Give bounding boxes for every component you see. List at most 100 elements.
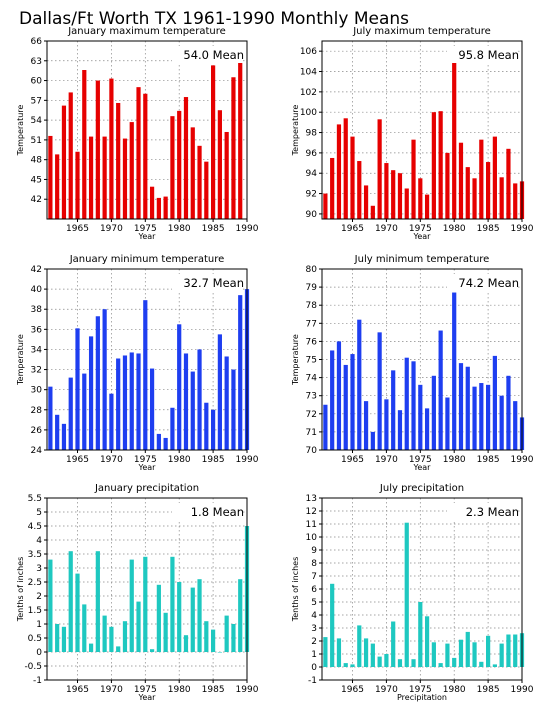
y-tick-label: 11 xyxy=(306,520,317,530)
bar-1970 xyxy=(109,626,114,652)
bar-1974 xyxy=(136,601,141,652)
bar-1977 xyxy=(431,375,436,450)
y-tick-label: 106 xyxy=(300,47,317,57)
bar-1977 xyxy=(431,642,436,667)
y-tick-label: 96 xyxy=(306,149,318,159)
x-tick-label: 1970 xyxy=(375,685,398,695)
x-axis-label: Year xyxy=(413,463,432,472)
bar-1985 xyxy=(211,409,216,450)
bar-1982 xyxy=(465,167,470,219)
bar-1961 xyxy=(48,559,53,652)
bar-1981 xyxy=(183,635,189,652)
y-tick-label: 63 xyxy=(31,57,42,67)
chart-title: January precipitation xyxy=(94,483,199,494)
x-tick-label: 1990 xyxy=(236,685,259,695)
bar-1976 xyxy=(149,368,155,450)
bar-1979 xyxy=(445,643,450,667)
bar-1974 xyxy=(136,87,141,219)
bar-1964 xyxy=(68,377,73,450)
y-tick-label: 5 xyxy=(36,508,42,518)
y-tick-label: 12 xyxy=(306,507,317,517)
y-tick-label: 73 xyxy=(306,392,317,402)
bar-1984 xyxy=(479,139,484,219)
y-tick-label: 8 xyxy=(311,559,317,569)
y-tick-label: 92 xyxy=(306,190,317,200)
bar-1986 xyxy=(492,664,497,667)
y-tick-label: 80 xyxy=(306,265,318,275)
x-tick-label: 1975 xyxy=(409,455,432,465)
bar-1971 xyxy=(116,646,121,652)
x-tick-label: 1975 xyxy=(134,224,157,234)
bar-1975 xyxy=(143,300,148,450)
bar-1979 xyxy=(170,556,175,652)
y-tick-label: 48 xyxy=(31,156,43,166)
y-tick-label: 10 xyxy=(306,533,318,543)
chart-panel-5: -1 -0.5 0 0.5 1 1.5 2 2.5 3 3.5 4 4.5 5 5.5 1965 1970 19… xyxy=(16,483,259,702)
x-tick-label: 1965 xyxy=(341,685,364,695)
bar-1983 xyxy=(197,349,202,450)
x-tick-label: 1980 xyxy=(168,685,191,695)
chart-panel-4: 70 71 72 73 74 75 76 77 78 79 80 1965 1970 1975 1980 19… xyxy=(291,254,534,472)
bar-1963 xyxy=(336,124,342,219)
bar-1980 xyxy=(177,324,182,450)
bar-1976 xyxy=(149,649,155,652)
bar-1973 xyxy=(129,352,134,450)
bar-1965 xyxy=(350,664,355,667)
bar-1968 xyxy=(370,643,375,667)
bar-1981 xyxy=(458,142,464,219)
bar-1976 xyxy=(424,194,430,219)
bar-1986 xyxy=(492,355,497,450)
bar-1989 xyxy=(238,55,243,219)
bar-1980 xyxy=(452,292,457,450)
plot-frame xyxy=(46,497,248,681)
x-axis-label: Year xyxy=(138,232,157,241)
bar-1978 xyxy=(438,663,443,667)
bar-1984 xyxy=(204,402,209,450)
bar-1966 xyxy=(82,604,87,652)
y-tick-label: 70 xyxy=(306,446,318,456)
bar-1985 xyxy=(486,162,491,219)
bar-1982 xyxy=(190,127,195,219)
mean-label: 2.3 Mean xyxy=(466,505,519,519)
bar-1967 xyxy=(363,401,369,450)
y-axis-label: Temperature xyxy=(16,105,25,157)
y-tick-label: 77 xyxy=(306,319,317,329)
bar-1965 xyxy=(350,136,355,219)
bar-1964 xyxy=(343,663,348,667)
bar-1969 xyxy=(377,119,382,219)
bar-1967 xyxy=(88,643,94,652)
bar-1961 xyxy=(323,404,328,450)
bar-1972 xyxy=(122,621,128,652)
bar-1964 xyxy=(343,118,348,219)
y-tick-label: 2 xyxy=(36,592,42,602)
y-tick-label: 9 xyxy=(311,546,317,556)
chart-title: January maximum temperature xyxy=(67,26,226,37)
bar-1969 xyxy=(102,309,107,450)
bar-1972 xyxy=(397,659,403,667)
bar-1983 xyxy=(472,642,477,667)
x-tick-label: 1965 xyxy=(66,685,89,695)
bar-1972 xyxy=(122,138,128,219)
bar-1970 xyxy=(109,78,114,219)
y-tick-label: 75 xyxy=(306,356,317,366)
bar-1961 xyxy=(48,135,53,219)
bar-1982 xyxy=(465,631,470,667)
bar-1971 xyxy=(391,370,396,450)
mean-label: 74.2 Mean xyxy=(458,276,519,290)
x-tick-label: 1985 xyxy=(477,685,500,695)
bar-1985 xyxy=(211,65,216,219)
y-tick-label: 78 xyxy=(306,301,318,311)
bar-1978 xyxy=(438,111,443,219)
y-tick-label: 74 xyxy=(306,374,318,384)
bar-1965 xyxy=(75,151,80,219)
bar-1985 xyxy=(486,384,491,450)
x-tick-label: 1965 xyxy=(341,455,364,465)
bar-1988 xyxy=(506,148,511,219)
y-tick-label: 1 xyxy=(36,620,42,630)
x-tick-label: 1990 xyxy=(236,224,259,234)
x-tick-label: 1970 xyxy=(100,685,123,695)
bar-1985 xyxy=(211,629,216,652)
x-tick-label: 1975 xyxy=(134,455,157,465)
x-tick-label: 1970 xyxy=(100,455,123,465)
